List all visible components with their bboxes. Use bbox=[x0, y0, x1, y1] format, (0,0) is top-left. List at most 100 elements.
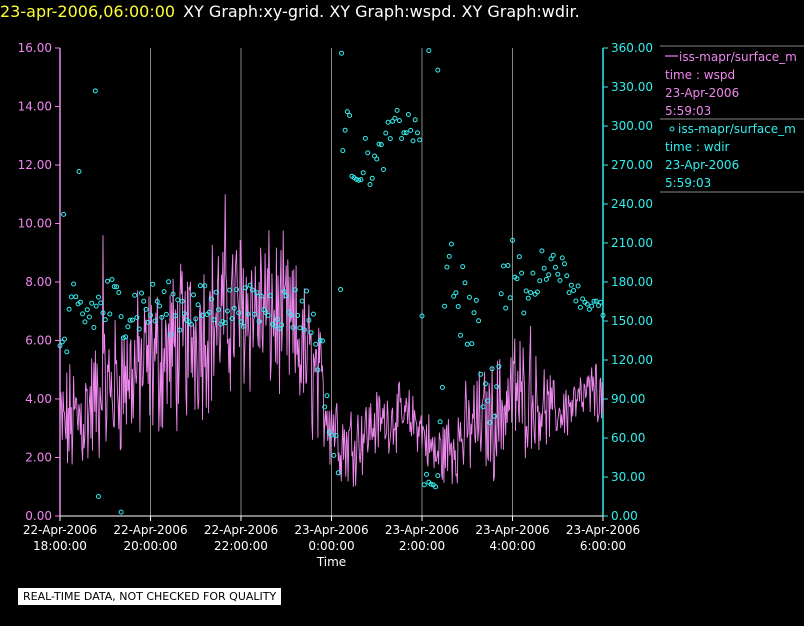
tick-labels: 22-Apr-2006 18:00:00 22-Apr-2006 20:00:00 22… bbox=[18, 41, 653, 569]
wdir-point bbox=[575, 283, 581, 289]
wdir-point bbox=[236, 310, 242, 316]
wdir-point bbox=[482, 381, 488, 387]
y-right-tick-label: 60.00 bbox=[611, 431, 645, 445]
wdir-point bbox=[154, 298, 160, 304]
wdir-point bbox=[476, 318, 482, 324]
wdir-point bbox=[125, 324, 131, 330]
wdir-point bbox=[435, 67, 441, 73]
wdir-point bbox=[288, 312, 294, 318]
wdir-point bbox=[510, 237, 515, 243]
wdir-point bbox=[571, 288, 577, 293]
wdir-point bbox=[596, 303, 601, 308]
wdir-point bbox=[92, 88, 98, 94]
wdir-point bbox=[498, 291, 504, 297]
wdir-point bbox=[127, 317, 133, 323]
wdir-point bbox=[514, 276, 520, 282]
wdir-point bbox=[446, 253, 452, 259]
wdir-point bbox=[96, 494, 101, 499]
y-left-tick-label: 12.00 bbox=[18, 158, 52, 172]
wdir-point bbox=[528, 290, 534, 296]
wdir-point bbox=[301, 327, 307, 333]
legend-wspd-name: iss-mapr/surface_m bbox=[665, 48, 797, 66]
y-left-tick-label: 2.00 bbox=[25, 451, 52, 465]
wdir-point bbox=[129, 317, 135, 323]
wdir-point bbox=[417, 137, 423, 143]
wdir-point bbox=[419, 313, 425, 319]
wdir-point bbox=[329, 432, 334, 438]
wdir-point bbox=[170, 291, 176, 297]
wdir-point bbox=[254, 290, 260, 296]
wdir-point bbox=[480, 404, 486, 410]
wdir-point bbox=[467, 294, 472, 300]
wdir-point bbox=[372, 153, 377, 159]
wdir-point bbox=[584, 301, 590, 307]
wdir-point bbox=[455, 304, 461, 309]
wdir-point bbox=[84, 307, 90, 313]
axis-layer bbox=[55, 47, 608, 521]
y-left-tick-label: 0.00 bbox=[25, 509, 52, 523]
wdir-point bbox=[347, 113, 353, 118]
wdir-point bbox=[494, 384, 500, 390]
y-right-tick-label: 180.00 bbox=[611, 275, 653, 289]
wdir-point bbox=[299, 298, 305, 304]
wdir-point bbox=[245, 311, 251, 317]
wdir-point bbox=[362, 135, 368, 141]
wspd-line bbox=[59, 194, 604, 487]
wdir-point bbox=[392, 115, 398, 121]
wdir-point bbox=[295, 313, 301, 318]
wdir-point bbox=[453, 290, 459, 296]
wdir-point bbox=[118, 509, 124, 515]
wdir-point bbox=[489, 366, 495, 372]
wdir-point bbox=[281, 289, 287, 294]
wdir-point bbox=[519, 270, 525, 276]
wdir-point bbox=[114, 284, 120, 290]
y-left-tick-label: 10.00 bbox=[18, 217, 52, 231]
wdir-point bbox=[557, 278, 563, 283]
wdir-point bbox=[111, 284, 117, 290]
wdir-point bbox=[215, 307, 221, 313]
wdir-point bbox=[521, 310, 527, 316]
legend-wdir-date: 23-Apr-2006 bbox=[665, 158, 740, 172]
y-right-tick-label: 210.00 bbox=[611, 236, 653, 250]
wdir-point bbox=[442, 303, 448, 309]
wdir-point bbox=[559, 255, 565, 261]
wdir-point bbox=[68, 294, 74, 300]
wdir-point bbox=[374, 156, 380, 162]
wdir-point bbox=[80, 311, 86, 317]
wdir-point bbox=[109, 277, 115, 282]
wspd-series bbox=[59, 194, 604, 487]
y-left-tick-label: 6.00 bbox=[25, 334, 52, 348]
x-tick-label-time: 20:00:00 bbox=[124, 539, 178, 553]
wdir-point bbox=[116, 290, 122, 295]
wdir-point bbox=[197, 283, 203, 289]
x-tick-label-date: 22-Apr-2006 bbox=[204, 523, 278, 537]
wdir-point bbox=[537, 278, 543, 284]
wdir-point bbox=[473, 297, 479, 303]
wdir-point bbox=[525, 295, 531, 301]
wdir-point bbox=[433, 484, 439, 490]
wdir-point bbox=[136, 326, 142, 332]
wdir-point bbox=[471, 310, 477, 316]
y-left-tick-label: 14.00 bbox=[18, 100, 52, 114]
wdir-point bbox=[491, 413, 497, 419]
wdir-point bbox=[444, 264, 450, 270]
wdir-point bbox=[200, 312, 205, 318]
wdir-point bbox=[157, 303, 163, 309]
wdir-point bbox=[496, 364, 502, 369]
wdir-point bbox=[163, 311, 169, 317]
wdir-point bbox=[150, 281, 156, 287]
wdir-point bbox=[580, 296, 586, 302]
wdir-point bbox=[227, 287, 233, 293]
wdir-point bbox=[175, 297, 181, 303]
wdir-point bbox=[306, 317, 312, 323]
wdir-point bbox=[421, 482, 427, 488]
wdir-point bbox=[134, 315, 140, 320]
wdir-point bbox=[401, 130, 407, 136]
wdir-point bbox=[546, 272, 552, 278]
legend-wdir-time: 5:59:03 bbox=[665, 176, 712, 190]
wdir-point bbox=[503, 305, 509, 311]
wdir-point bbox=[62, 336, 67, 342]
wdir-point bbox=[365, 150, 371, 156]
wdir-point bbox=[172, 313, 178, 319]
wdir-point bbox=[344, 109, 350, 115]
